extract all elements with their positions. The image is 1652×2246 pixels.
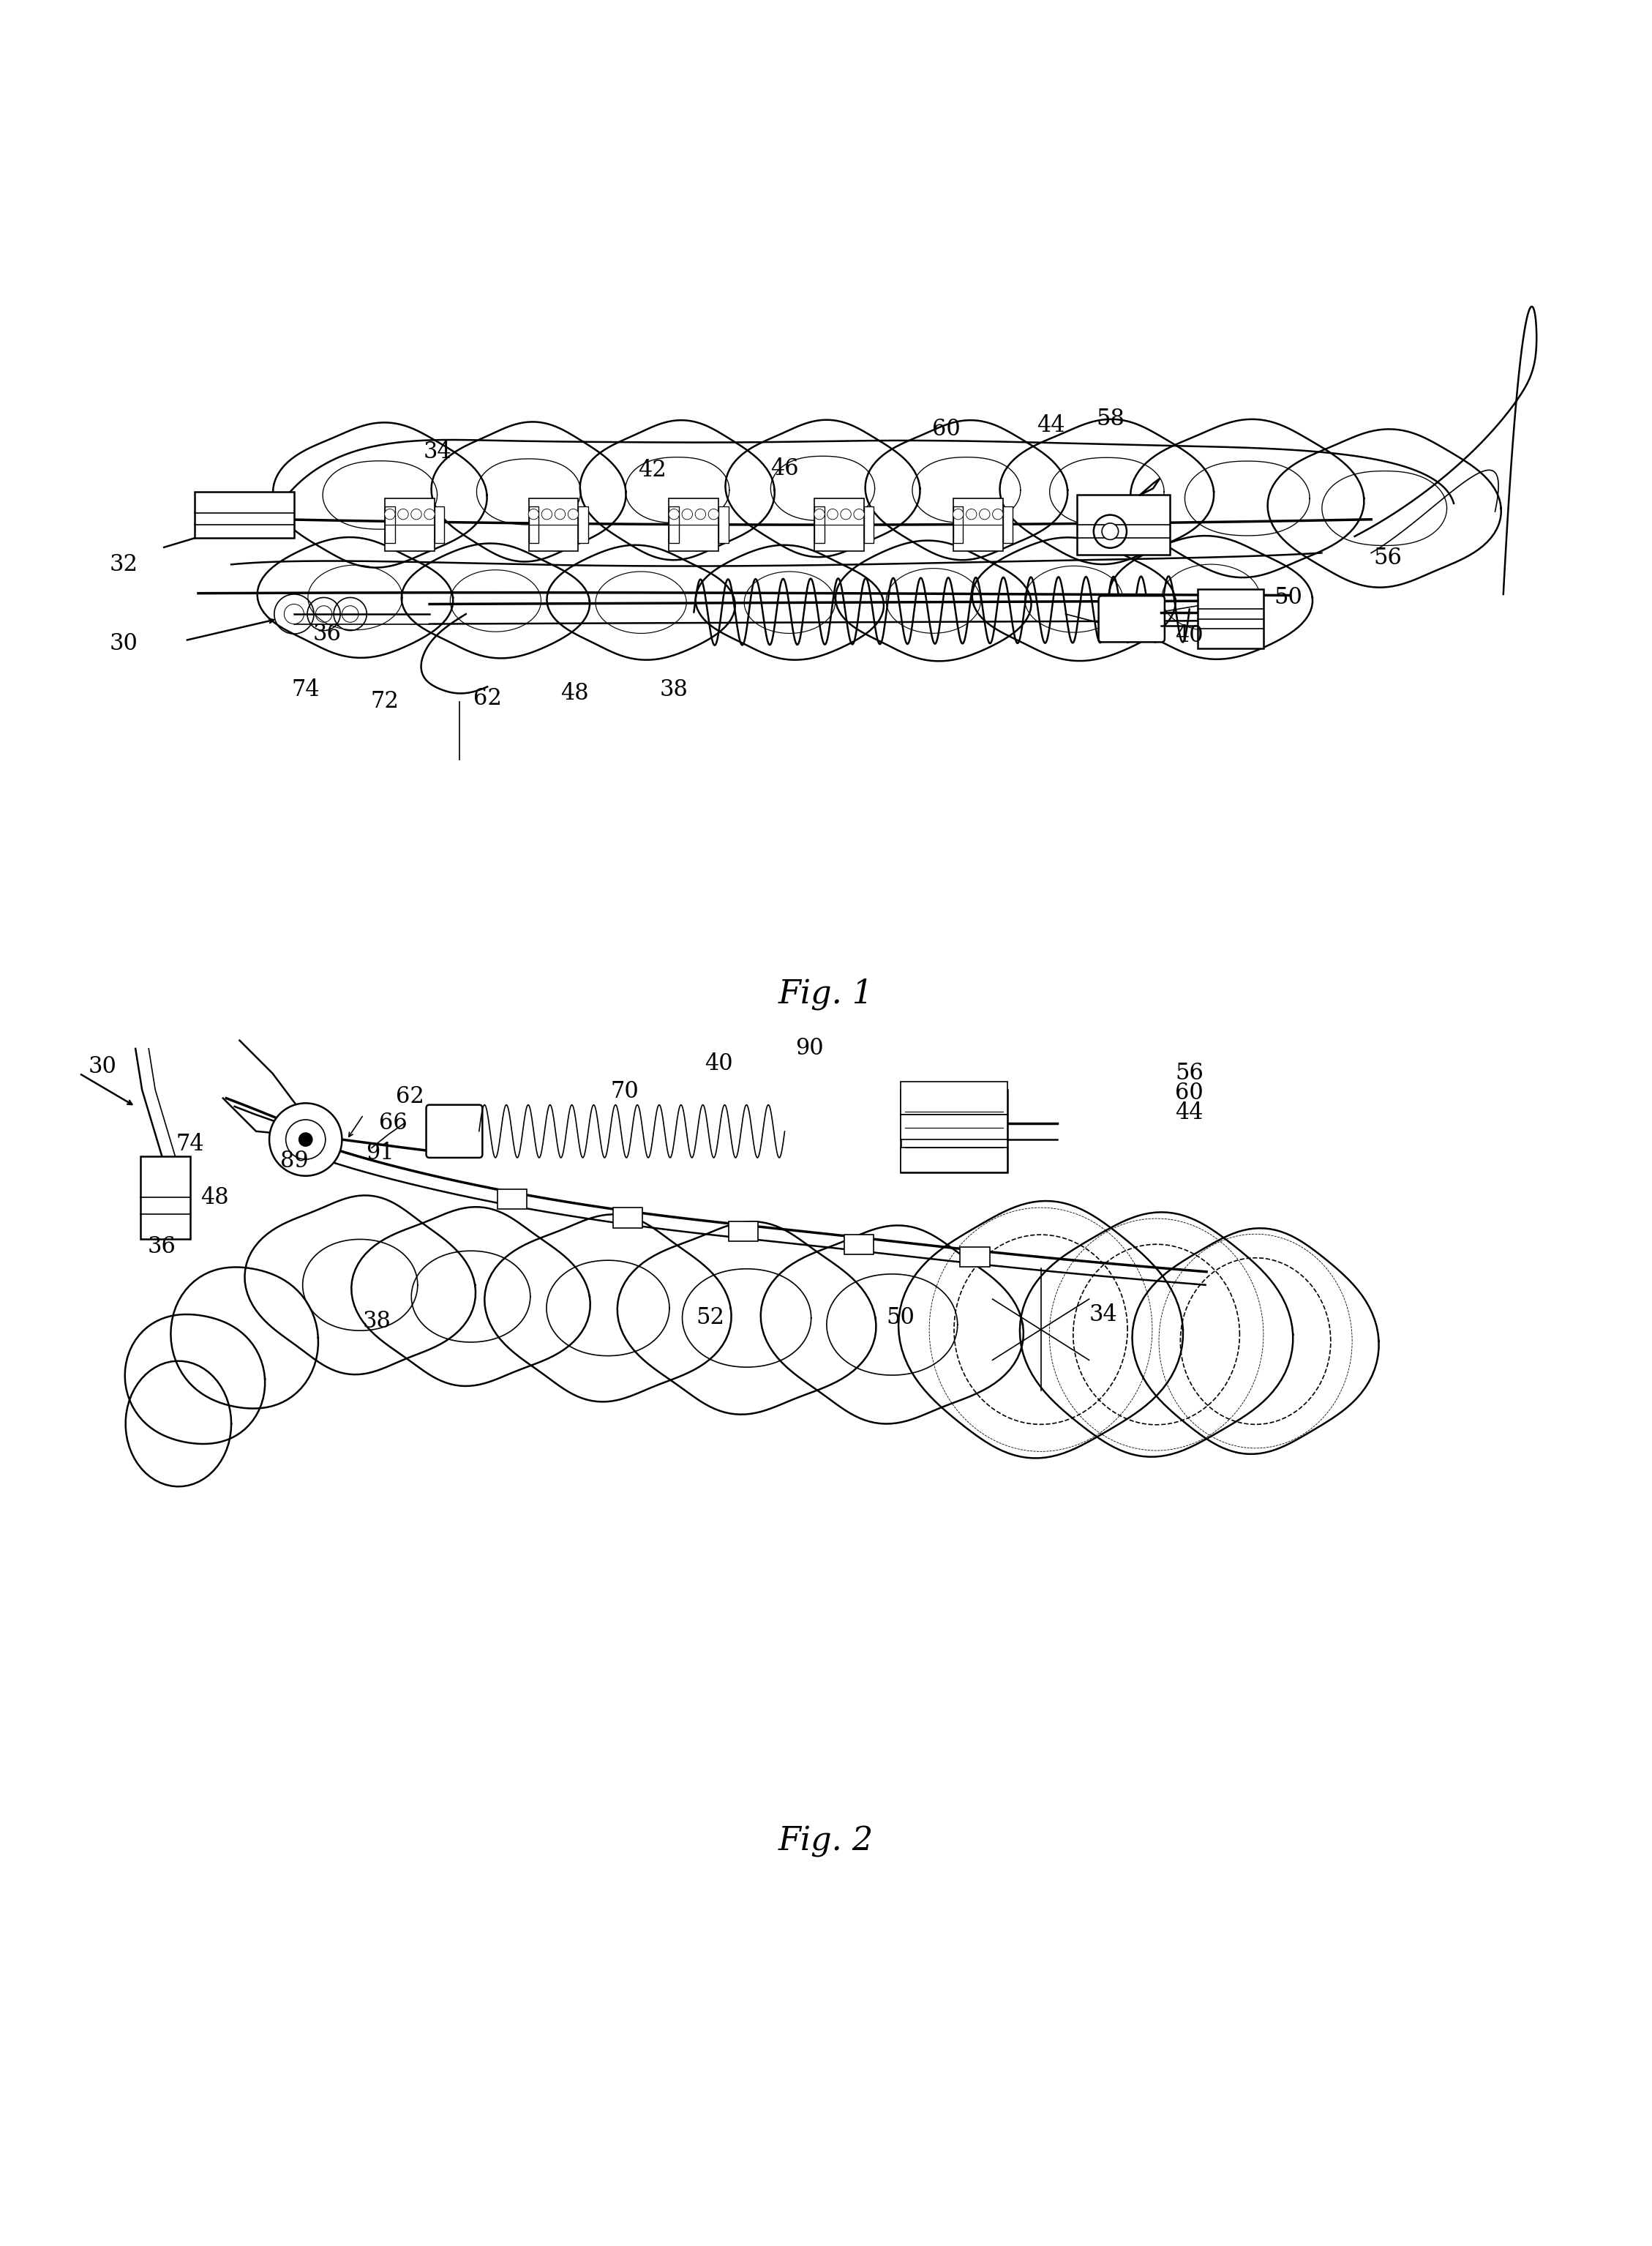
FancyBboxPatch shape [497, 1188, 527, 1208]
Circle shape [669, 510, 679, 519]
Text: 44: 44 [1036, 413, 1066, 438]
Text: 90: 90 [795, 1038, 824, 1060]
Text: 48: 48 [560, 683, 590, 705]
Text: 32: 32 [109, 553, 139, 575]
Circle shape [411, 510, 421, 519]
FancyBboxPatch shape [953, 505, 963, 544]
Text: 56: 56 [1373, 546, 1403, 568]
Circle shape [953, 510, 963, 519]
Circle shape [555, 510, 565, 519]
Circle shape [269, 1103, 342, 1177]
Circle shape [854, 510, 864, 519]
Text: 44: 44 [1175, 1103, 1204, 1125]
FancyBboxPatch shape [844, 1235, 874, 1253]
FancyBboxPatch shape [960, 1247, 990, 1267]
FancyBboxPatch shape [669, 499, 719, 550]
FancyBboxPatch shape [900, 1114, 1008, 1139]
FancyBboxPatch shape [719, 505, 729, 544]
Circle shape [398, 510, 408, 519]
FancyBboxPatch shape [953, 499, 1003, 550]
Text: 60: 60 [932, 418, 961, 440]
Text: 40: 40 [704, 1051, 733, 1076]
Circle shape [1102, 523, 1118, 539]
Circle shape [299, 1132, 312, 1145]
Circle shape [695, 510, 705, 519]
Text: 46: 46 [770, 458, 800, 481]
FancyBboxPatch shape [1003, 505, 1013, 544]
FancyBboxPatch shape [864, 505, 874, 544]
Circle shape [814, 510, 824, 519]
FancyBboxPatch shape [900, 1083, 1008, 1114]
FancyBboxPatch shape [529, 499, 578, 550]
Text: Fig. 1: Fig. 1 [778, 979, 874, 1011]
Text: 48: 48 [200, 1186, 230, 1208]
Text: 62: 62 [395, 1085, 425, 1107]
FancyBboxPatch shape [669, 505, 679, 544]
FancyBboxPatch shape [578, 505, 588, 544]
Text: 74: 74 [175, 1134, 205, 1157]
Text: 74: 74 [291, 678, 320, 701]
Circle shape [682, 510, 692, 519]
Circle shape [385, 510, 395, 519]
Circle shape [529, 510, 539, 519]
FancyBboxPatch shape [900, 1148, 1008, 1172]
FancyBboxPatch shape [385, 499, 434, 550]
FancyBboxPatch shape [613, 1208, 643, 1229]
FancyBboxPatch shape [434, 505, 444, 544]
Text: 91: 91 [365, 1141, 395, 1163]
Text: 50: 50 [1274, 586, 1303, 609]
Text: 58: 58 [1095, 409, 1125, 431]
FancyBboxPatch shape [195, 492, 294, 539]
Circle shape [966, 510, 976, 519]
Text: 40: 40 [1175, 624, 1204, 647]
Circle shape [709, 510, 719, 519]
Text: 66: 66 [378, 1112, 408, 1134]
Text: 42: 42 [638, 458, 667, 481]
FancyBboxPatch shape [426, 1105, 482, 1157]
Text: 72: 72 [370, 690, 400, 712]
Text: 89: 89 [279, 1150, 309, 1172]
Text: 56: 56 [1175, 1062, 1204, 1085]
Text: 34: 34 [1089, 1303, 1118, 1325]
FancyBboxPatch shape [814, 505, 824, 544]
Circle shape [1094, 514, 1127, 548]
Text: 60: 60 [1175, 1083, 1204, 1105]
Text: 52: 52 [695, 1307, 725, 1330]
Text: 38: 38 [659, 678, 689, 701]
FancyBboxPatch shape [1198, 588, 1264, 649]
Text: 70: 70 [610, 1080, 639, 1103]
FancyBboxPatch shape [385, 505, 395, 544]
Circle shape [828, 510, 838, 519]
FancyBboxPatch shape [729, 1222, 758, 1242]
Text: 62: 62 [472, 687, 502, 710]
Circle shape [841, 510, 851, 519]
Circle shape [542, 510, 552, 519]
Text: Fig. 2: Fig. 2 [778, 1826, 874, 1857]
FancyBboxPatch shape [900, 1089, 1008, 1172]
FancyBboxPatch shape [1099, 595, 1165, 642]
Circle shape [568, 510, 578, 519]
Text: 36: 36 [147, 1235, 177, 1258]
Circle shape [286, 1121, 325, 1159]
FancyBboxPatch shape [529, 505, 539, 544]
Circle shape [980, 510, 990, 519]
Circle shape [425, 510, 434, 519]
Circle shape [993, 510, 1003, 519]
Text: 30: 30 [88, 1056, 117, 1078]
Text: 50: 50 [885, 1307, 915, 1330]
Text: 36: 36 [312, 622, 342, 645]
FancyBboxPatch shape [140, 1157, 190, 1240]
Text: 34: 34 [423, 440, 453, 463]
Text: 30: 30 [109, 633, 139, 656]
Text: 38: 38 [362, 1309, 392, 1332]
FancyBboxPatch shape [1077, 494, 1170, 555]
FancyBboxPatch shape [814, 499, 864, 550]
